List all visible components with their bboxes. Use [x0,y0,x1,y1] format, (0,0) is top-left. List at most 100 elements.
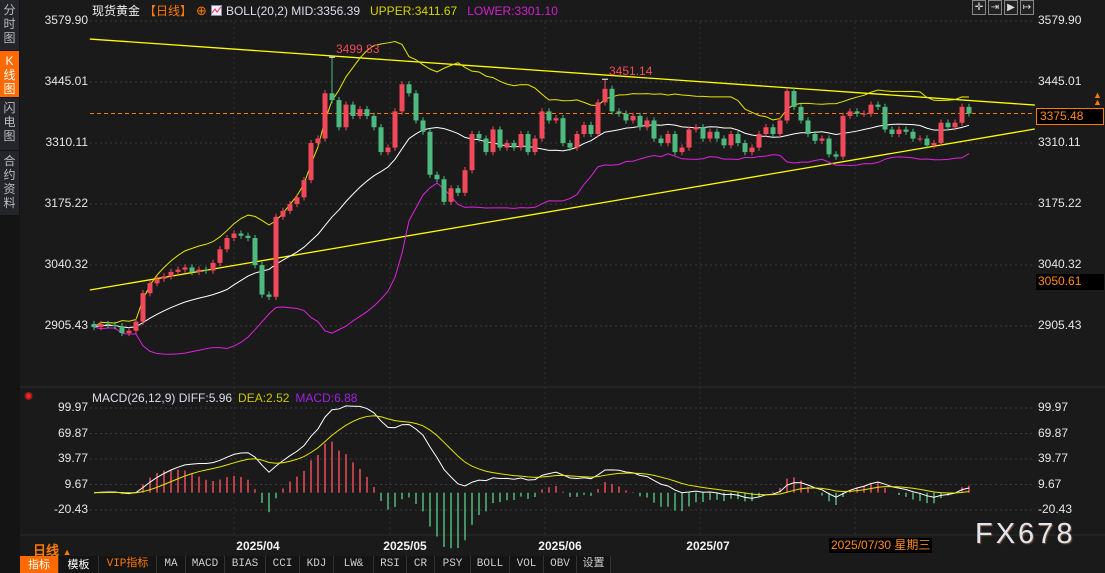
arrow-up-icon[interactable]: ▲ ▲ [1093,90,1102,107]
indicator-tab[interactable]: 模板 [59,556,99,573]
indicator-tab[interactable]: CCI [266,556,300,573]
candle-body [462,170,468,193]
indicator-tab[interactable]: BIAS [225,556,266,573]
candle-body [308,143,314,181]
trendline [89,38,1035,106]
candle-body [399,84,405,112]
candle-body [840,115,846,157]
candle-body [217,249,223,263]
candle-body [931,143,937,146]
candle-body [126,330,132,333]
candle-body [819,138,825,141]
candle-body [602,88,608,103]
candle-body [882,106,888,130]
boll-mid-value: BOLL(20,2) MID:3356.39 [225,3,361,18]
zoom-range-icon[interactable]: ⇥ [988,0,1002,15]
indicator-tab[interactable]: LW& [334,556,374,573]
candle-body [609,88,615,112]
candle-body [469,134,475,171]
candle-body [294,197,300,205]
candle-body [168,271,174,277]
candle-body [266,294,272,297]
circle-plus-icon[interactable]: ⊕ [196,2,207,18]
indicator-tab[interactable]: 指标 [20,556,59,573]
sidebar: 分时图 K线图 闪电图 合约资料 [0,0,20,573]
candle-body [672,134,678,153]
candle-body [945,122,951,128]
candle-body [686,129,692,148]
boll-chart-icon[interactable] [210,5,222,16]
move-right-icon[interactable]: ↦ [1020,0,1034,15]
tab-contract-info[interactable]: 合约资料 [0,151,19,215]
tab-kline[interactable]: K线图 [0,51,19,97]
indicator-tab[interactable]: OBV [544,556,577,573]
candle-body [525,134,531,153]
indicator-tab[interactable]: VOL [510,556,544,573]
candle-body [553,118,559,121]
candle-body [273,216,279,297]
tab-flash-chart[interactable]: 闪电图 [0,98,19,150]
macd-params: MACD(26,12,9) DIFF:5.96 [92,391,233,405]
macd-tick-left: 39.77 [57,451,88,465]
indicator-tab[interactable]: CR [407,556,435,573]
crosshair-icon[interactable]: ✛ [972,0,986,15]
macd-dea-line [93,415,970,496]
candle-body [784,91,790,121]
candle-body [616,111,622,114]
candle-body [322,93,328,139]
candle-body [511,143,517,148]
indicator-tab[interactable]: 设置 [577,556,611,573]
indicator-tab[interactable]: RSI [374,556,407,573]
candle-body [623,113,629,121]
candle-body [798,106,804,121]
candle-body [336,100,342,128]
candle-body [147,283,153,294]
indicator-tab[interactable]: MA [157,556,186,573]
candle-body [637,115,643,128]
indicator-tab[interactable]: KDJ [300,556,334,573]
period-label: 【日线】 [144,4,193,18]
price-tick-right: 2905.43 [1038,318,1082,332]
candle-body [441,179,447,202]
macd-diff-line [93,405,970,499]
candle-body [364,109,370,116]
candle-body [98,323,104,328]
candle-body [847,111,853,116]
candle-body [189,267,195,272]
caret-up-icon: ▲ [62,547,72,557]
candle-body [630,115,636,121]
period-selector-label: 日线 [33,543,60,558]
macd-tick-right: 99.97 [1038,400,1069,414]
price-tick-left: 3175.22 [44,196,88,210]
price-tick-right: 3579.90 [1038,13,1082,27]
play-forward-icon[interactable]: ▶ [1004,0,1018,15]
candle-body [504,143,510,148]
candle-body [357,109,363,116]
tab-time-sharing[interactable]: 分时图 [0,0,19,50]
price-tick-right: 3175.22 [1038,196,1082,210]
candle-body [749,147,755,153]
candle-body [287,204,293,211]
candle-body [567,143,573,148]
indicator-tab[interactable]: PSY [435,556,471,573]
candle-body [161,276,167,279]
candle-body [854,111,860,114]
candle-body [889,129,895,135]
candle-body [938,122,944,144]
red-dot-icon[interactable]: ✺ [24,391,34,403]
indicator-tab[interactable]: BOLL [471,556,510,573]
price-tick-left: 2905.43 [44,318,88,332]
candle-body [518,134,524,148]
candle-body [581,124,587,135]
candle-body [714,131,720,139]
candle-body [455,188,461,193]
macd-tick-left: -20.43 [53,502,88,516]
candle-body [392,111,398,148]
candle-body [658,138,664,144]
period-selector[interactable]: 日线 ▲ [33,540,72,559]
indicator-tab[interactable]: VIP指标 [99,556,157,573]
indicator-tab[interactable]: MACD [186,556,225,573]
candle-body [231,233,237,239]
price-tick-left: 3579.90 [44,13,88,27]
